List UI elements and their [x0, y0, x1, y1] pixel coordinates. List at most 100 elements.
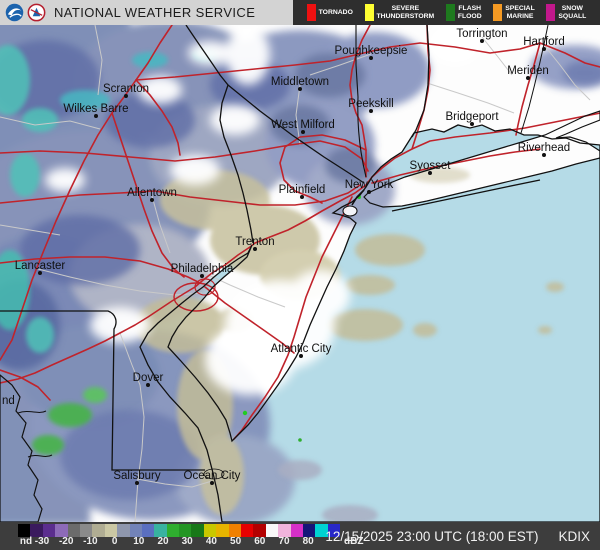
city-label: Bridgeport — [445, 111, 499, 123]
radar-map[interactable]: Scranton Wilkes Barre Allentown Lancaster Ph… — [0, 25, 600, 522]
partial-city-label: nd — [2, 395, 15, 407]
header-bar: NATIONAL WEATHER SERVICE TORNADO SEVERE T… — [0, 0, 600, 25]
city-label: Atlantic City — [271, 343, 332, 355]
city-label: Salisbury — [113, 470, 161, 482]
colorbar-tick: 60 — [254, 536, 266, 547]
colorbar-segment — [327, 524, 341, 537]
city-dot — [124, 94, 128, 98]
city-dot — [135, 481, 139, 485]
noaa-logo-icon — [5, 3, 24, 22]
city-dot — [298, 87, 302, 91]
city-dot — [146, 383, 150, 387]
colorbar-segment — [265, 524, 279, 537]
colorbar-tick: 80 — [302, 536, 314, 547]
city-labels: Scranton Wilkes Barre Allentown Lancaster Ph… — [2, 28, 570, 485]
header-logos — [5, 3, 46, 22]
warning-legend: TORNADO SEVERE THUNDERSTORM FLASH FLOOD SPE… — [293, 0, 600, 25]
warning-label: SPECIAL MARINE — [505, 5, 535, 20]
warning-legend-item: SNOW SQUALL — [546, 4, 586, 21]
colorbar-tick: -10 — [83, 536, 98, 547]
colorbar-segment — [179, 524, 192, 537]
colorbar-segment — [228, 524, 242, 537]
city-label: New York — [345, 179, 394, 191]
state-borders — [0, 25, 600, 522]
city-dot — [369, 109, 373, 113]
city-label: Torrington — [456, 28, 507, 40]
colorbar-tick: 30 — [181, 536, 193, 547]
colorbar-segment — [278, 524, 291, 537]
city-dot — [38, 271, 42, 275]
colorbar-segment — [117, 524, 130, 537]
secondary-roads — [0, 25, 591, 522]
warning-legend-item: SPECIAL MARINE — [493, 4, 535, 21]
colorbar-segment — [67, 524, 80, 537]
colorbar-segment — [79, 524, 93, 537]
city-label: Poughkeepsie — [335, 45, 408, 57]
city-dot — [369, 56, 373, 60]
colorbar-segment — [42, 524, 56, 537]
warning-label: TORNADO — [318, 8, 353, 16]
colorbar-segment — [315, 524, 328, 537]
colorbar-tick: 20 — [157, 536, 169, 547]
radar-station-id: KDIX — [558, 528, 590, 544]
colorbar-segment — [141, 524, 155, 537]
colorbar-tick: 10 — [133, 536, 145, 547]
timestamp: 12/15/2025 23:00 UTC (18:00 EST) — [325, 528, 539, 544]
warning-color-chip — [445, 4, 455, 21]
colorbar-segment — [104, 524, 118, 537]
warning-label: FLASH FLOOD — [457, 5, 482, 20]
colorbar-tick: nd — [19, 536, 33, 547]
warning-label: SEVERE THUNDERSTORM — [376, 5, 435, 20]
warning-color-chip — [493, 4, 503, 21]
city-dot — [470, 122, 474, 126]
city-dot — [200, 274, 204, 278]
city-label: Wilkes Barre — [63, 103, 128, 115]
colorbar-segment — [191, 524, 204, 537]
city-label: Riverhead — [518, 142, 570, 154]
colorbar-segment — [55, 524, 68, 537]
city-label: West Milford — [271, 119, 335, 131]
city-dot — [253, 247, 257, 251]
colorbar-segment — [253, 524, 266, 537]
colorbar-tick: 50 — [230, 536, 242, 547]
city-dot — [480, 39, 484, 43]
colorbar-tick: -30 — [34, 536, 50, 547]
nws-logo-icon — [27, 3, 46, 22]
colorbar-tick: -20 — [58, 536, 74, 547]
city-dot — [150, 198, 154, 202]
city-label: Dover — [133, 372, 164, 384]
city-label: Lancaster — [15, 260, 66, 272]
city-dot — [210, 481, 214, 485]
colorbar-segment — [203, 524, 217, 537]
city-label: Trenton — [235, 236, 274, 248]
colorbar-tick: 0 — [111, 536, 118, 547]
city-dot — [300, 195, 304, 199]
city-dot — [526, 76, 530, 80]
city-label: Scranton — [103, 83, 149, 95]
city-label: Meriden — [507, 65, 549, 77]
colorbar-segment — [290, 524, 303, 537]
warning-color-chip — [364, 4, 374, 21]
page-title: NATIONAL WEATHER SERVICE — [54, 5, 256, 20]
city-dot — [428, 171, 432, 175]
city-dot — [542, 47, 546, 51]
colorbar-segment — [154, 524, 167, 537]
city-dot — [367, 190, 371, 194]
city-label: Ocean City — [184, 470, 241, 482]
warning-legend-item: TORNADO — [306, 4, 353, 21]
colorbar-segment — [92, 524, 105, 537]
city-label: Plainfield — [279, 184, 326, 196]
warning-legend-item: FLASH FLOOD — [445, 4, 482, 21]
city-dot — [301, 130, 305, 134]
colorbar-segment — [129, 524, 142, 537]
colorbar-segment — [302, 524, 316, 537]
warning-color-chip — [546, 4, 556, 21]
warning-legend-item: SEVERE THUNDERSTORM — [364, 4, 435, 21]
warning-label: SNOW SQUALL — [558, 5, 587, 20]
city-dot — [94, 114, 98, 118]
colorbar-tick: 70 — [278, 536, 290, 547]
city-label: Peekskill — [348, 98, 393, 110]
colorbar-segment — [216, 524, 229, 537]
reflectivity-colorbar — [18, 524, 341, 537]
